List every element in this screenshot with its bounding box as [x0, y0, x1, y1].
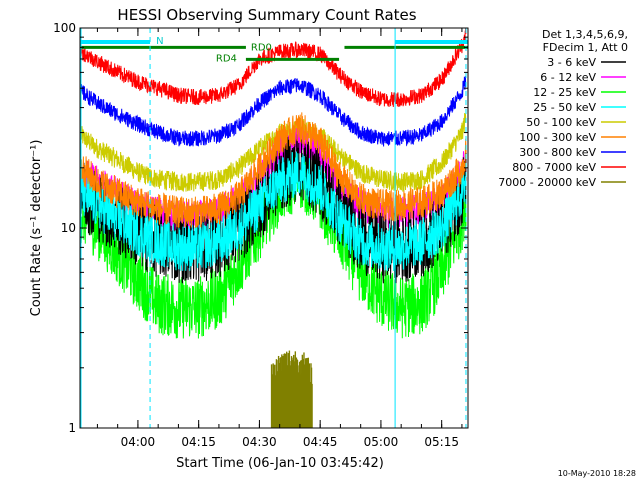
- series-line: [80, 113, 467, 192]
- rd0-label: RD0: [251, 42, 272, 53]
- axes: 1 10 100 04:00 04:15 04:30 04:45 05:00 05:15: [53, 21, 468, 449]
- series-800-7000-keV: [80, 28, 467, 108]
- legend-label: 800 - 7000 keV: [512, 161, 596, 174]
- y-tick-label: 10: [61, 221, 76, 235]
- x-tick-label: 05:15: [424, 435, 459, 449]
- y-tick-label: 100: [53, 21, 76, 35]
- legend-label: 50 - 100 keV: [526, 116, 596, 129]
- footer-timestamp: 10-May-2010 18:28: [558, 469, 636, 478]
- series-7000-20000-keV: [270, 350, 313, 428]
- series-line: [80, 151, 467, 339]
- x-axis-label: Start Time (06-Jan-10 03:45:42): [176, 456, 384, 471]
- rd4-label: RD4: [216, 53, 237, 64]
- legend-label: 12 - 25 keV: [533, 86, 596, 99]
- x-tick-label: 04:15: [181, 435, 216, 449]
- x-tick-label: 05:00: [364, 435, 399, 449]
- plot-area: N RD0 RD4: [80, 28, 468, 428]
- x-tick-label: 04:30: [242, 435, 277, 449]
- legend-label: 7000 - 20000 keV: [498, 176, 596, 189]
- series-25-50-keV: [80, 151, 467, 272]
- series-12-25-keV: [80, 151, 467, 339]
- y-axis-label: Count Rate (s⁻¹ detector⁻¹): [29, 140, 44, 317]
- y-tick-label: 1: [68, 421, 76, 435]
- legend-label: 300 - 800 keV: [519, 146, 596, 159]
- x-tick-label: 04:45: [303, 435, 338, 449]
- legend-label: 100 - 300 keV: [519, 131, 596, 144]
- series-50-100-keV: [80, 113, 467, 192]
- legend-header: FDecim 1, Att 0: [543, 41, 628, 54]
- x-tick-label: 04:00: [121, 435, 156, 449]
- legend-label: 3 - 6 keV: [547, 56, 596, 69]
- night-label: N: [156, 36, 163, 47]
- chart-title: HESSI Observing Summary Count Rates: [117, 6, 416, 24]
- legend-header: Det 1,3,4,5,6,9,: [542, 28, 628, 41]
- legend-label: 6 - 12 keV: [540, 71, 596, 84]
- legend: Det 1,3,4,5,6,9,FDecim 1, Att 0 3 - 6 keV…: [498, 28, 628, 189]
- series-100-300-keV: [80, 112, 467, 229]
- series-line: [80, 151, 467, 272]
- series-300-800-keV: [80, 76, 467, 147]
- legend-label: 25 - 50 keV: [533, 101, 596, 114]
- series-line: [80, 76, 467, 147]
- series-line: [80, 28, 467, 108]
- series-line: [80, 112, 467, 229]
